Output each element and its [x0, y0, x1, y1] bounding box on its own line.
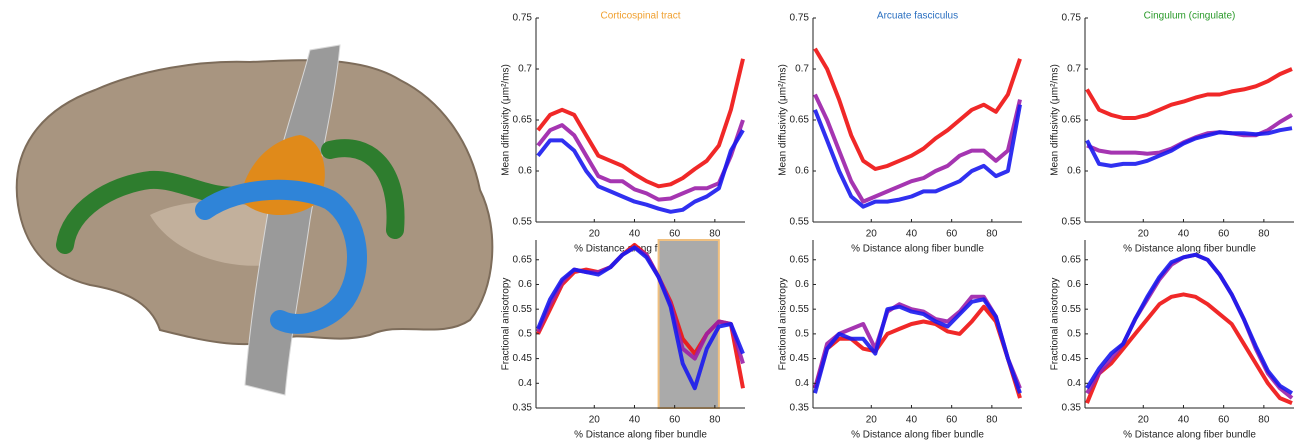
- x-axis-label: % Distance along fiber bundle: [851, 244, 984, 255]
- y-tick-label: 0.65: [513, 254, 533, 265]
- y-tick-label: 0.55: [790, 217, 810, 228]
- x-tick-label: 60: [1218, 229, 1230, 240]
- x-tick-label: 20: [866, 229, 878, 240]
- x-tick-label: 20: [1138, 415, 1150, 426]
- x-axis-label: % Distance along fiber bundle: [851, 430, 984, 441]
- x-axis-label: % Distance along fiber bundle: [574, 430, 707, 441]
- x-tick-label: 40: [629, 415, 641, 426]
- y-tick-label: 0.4: [1067, 378, 1081, 389]
- y-tick-label: 0.35: [1062, 403, 1082, 414]
- chart-title: Corticospinal tract: [600, 11, 680, 22]
- y-axis-label: Fractional anisotropy: [1050, 278, 1061, 371]
- y-tick-label: 0.5: [1067, 329, 1081, 340]
- y-axis-label: Mean diffusivity (μm²/ms): [778, 64, 789, 176]
- series-line: [815, 49, 1020, 169]
- x-tick-label: 80: [986, 415, 998, 426]
- x-tick-label: 80: [1258, 415, 1270, 426]
- x-tick-label: 60: [1218, 415, 1230, 426]
- y-tick-label: 0.55: [1062, 304, 1082, 315]
- x-tick-label: 60: [946, 229, 958, 240]
- y-tick-label: 0.75: [513, 13, 533, 24]
- x-tick-label: 60: [669, 415, 681, 426]
- y-tick-label: 0.35: [513, 403, 533, 414]
- y-axis-label: Mean diffusivity (μm²/ms): [501, 64, 512, 176]
- y-tick-label: 0.65: [790, 254, 810, 265]
- y-tick-label: 0.55: [790, 304, 810, 315]
- y-tick-label: 0.5: [518, 329, 532, 340]
- series-line: [538, 59, 743, 187]
- y-tick-label: 0.7: [518, 64, 532, 75]
- highlight-region: [659, 240, 719, 408]
- x-tick-label: 20: [1138, 229, 1150, 240]
- y-tick-label: 0.7: [1067, 64, 1081, 75]
- y-tick-label: 0.6: [518, 166, 532, 177]
- x-tick-label: 20: [589, 229, 601, 240]
- x-tick-label: 80: [709, 415, 721, 426]
- x-tick-label: 20: [589, 415, 601, 426]
- y-tick-label: 0.65: [513, 115, 533, 126]
- y-tick-label: 0.6: [1067, 279, 1081, 290]
- x-axis-label: % Distance along fiber bundle: [1123, 430, 1256, 441]
- y-tick-label: 0.6: [795, 166, 809, 177]
- x-tick-label: 80: [709, 229, 721, 240]
- y-tick-label: 0.75: [790, 13, 810, 24]
- y-tick-label: 0.65: [1062, 254, 1082, 265]
- x-tick-label: 20: [866, 415, 878, 426]
- x-tick-label: 60: [669, 229, 681, 240]
- y-axis-label: Mean diffusivity (μm²/ms): [1050, 64, 1061, 176]
- series-line: [538, 120, 743, 200]
- chart-title: Arcuate fasciculus: [877, 11, 958, 22]
- series-line: [815, 307, 1020, 398]
- x-tick-label: 80: [1258, 229, 1270, 240]
- y-tick-label: 0.55: [513, 304, 533, 315]
- series-line: [1087, 255, 1292, 398]
- figure: 0.550.60.650.70.7520406080% Distance alo…: [0, 0, 1306, 441]
- x-tick-label: 60: [946, 415, 958, 426]
- x-tick-label: 40: [1178, 229, 1190, 240]
- x-tick-label: 80: [986, 229, 998, 240]
- series-line: [1087, 128, 1292, 166]
- x-tick-label: 40: [906, 415, 918, 426]
- x-tick-label: 40: [906, 229, 918, 240]
- y-tick-label: 0.75: [1062, 13, 1082, 24]
- brain-illustration: [17, 45, 493, 395]
- y-tick-label: 0.6: [795, 279, 809, 290]
- y-tick-label: 0.55: [1062, 217, 1082, 228]
- y-tick-label: 0.45: [1062, 353, 1082, 364]
- y-tick-label: 0.6: [518, 279, 532, 290]
- y-tick-label: 0.4: [518, 378, 532, 389]
- chart-title: Cingulum (cingulate): [1144, 11, 1236, 22]
- series-line: [538, 130, 743, 212]
- y-tick-label: 0.65: [1062, 115, 1082, 126]
- y-tick-label: 0.6: [1067, 166, 1081, 177]
- x-tick-label: 40: [629, 229, 641, 240]
- y-tick-label: 0.35: [790, 403, 810, 414]
- y-tick-label: 0.4: [795, 378, 809, 389]
- y-tick-label: 0.45: [790, 353, 810, 364]
- y-axis-label: Fractional anisotropy: [778, 278, 789, 371]
- x-axis-label: % Distance along fiber bundle: [1123, 244, 1256, 255]
- y-tick-label: 0.45: [513, 353, 533, 364]
- series-line: [1087, 69, 1292, 118]
- y-tick-label: 0.55: [513, 217, 533, 228]
- y-tick-label: 0.5: [795, 329, 809, 340]
- y-tick-label: 0.7: [795, 64, 809, 75]
- x-tick-label: 40: [1178, 415, 1190, 426]
- y-axis-label: Fractional anisotropy: [501, 278, 512, 371]
- y-tick-label: 0.65: [790, 115, 810, 126]
